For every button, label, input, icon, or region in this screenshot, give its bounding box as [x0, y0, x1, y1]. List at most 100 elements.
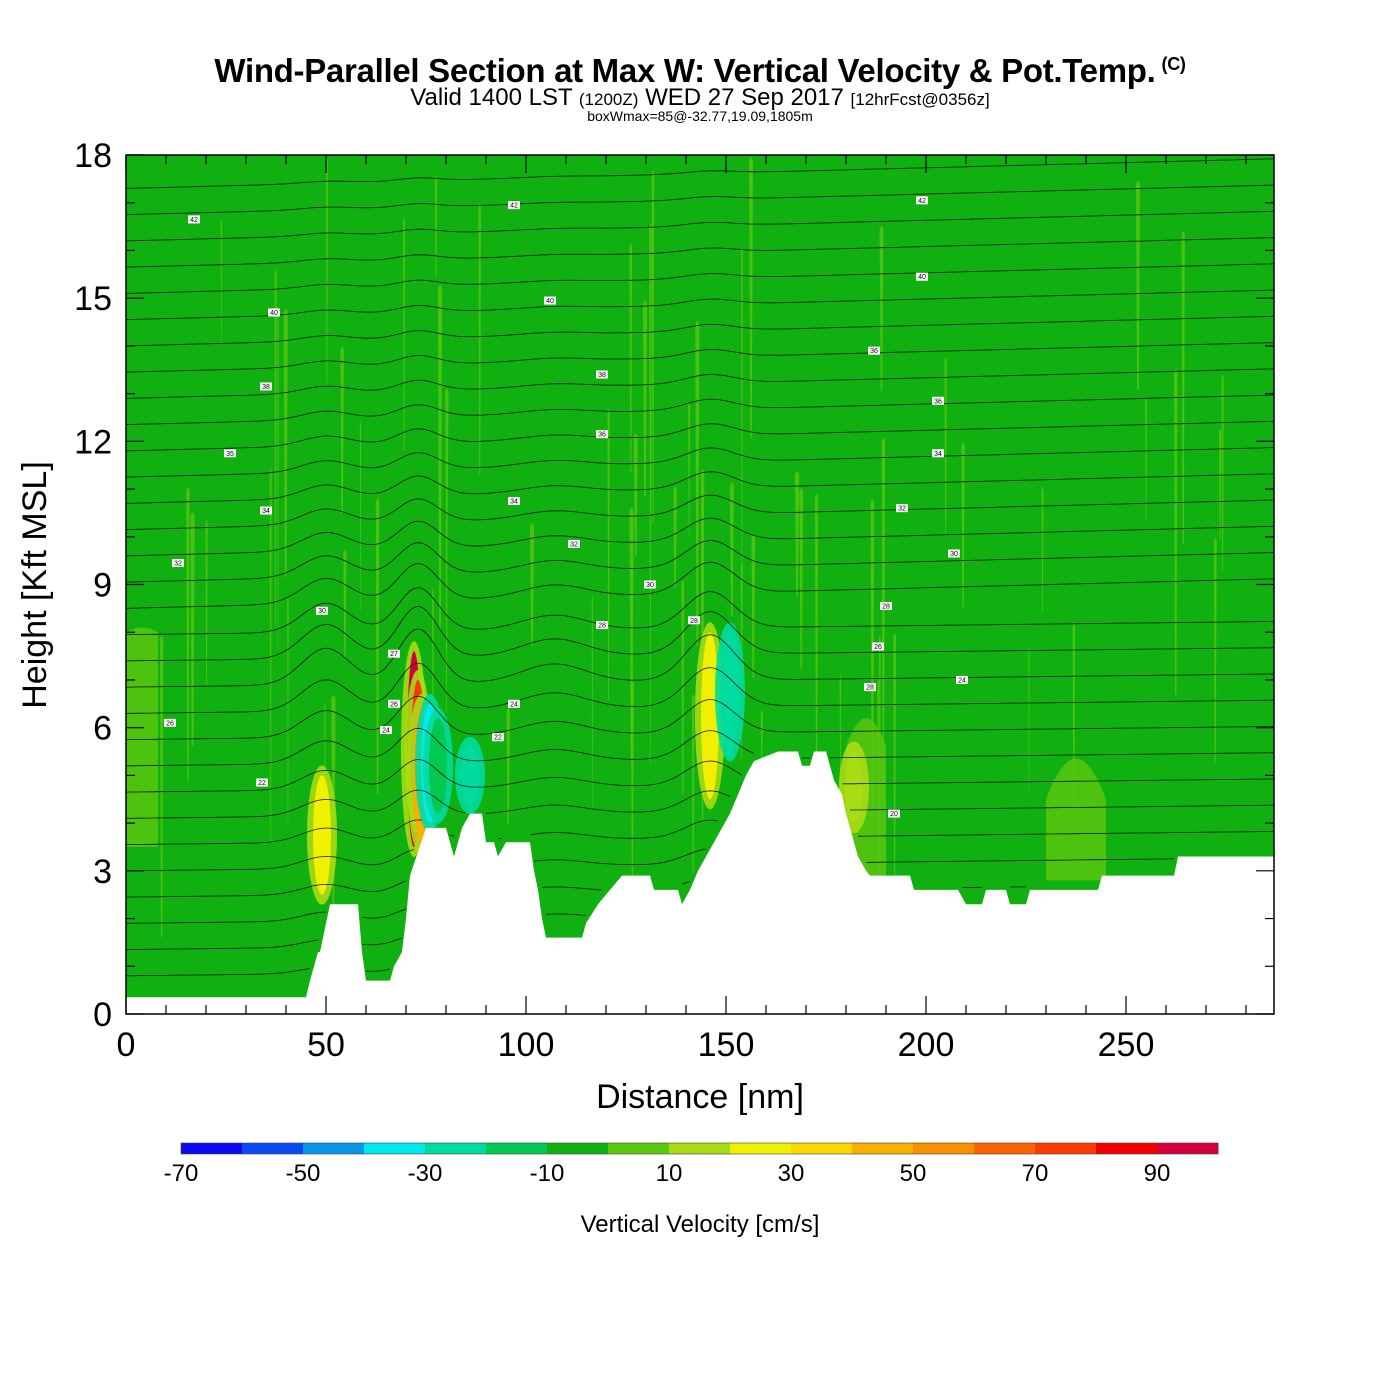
weak-updraft-streak: [839, 674, 842, 792]
weak-updraft-streak: [1145, 398, 1148, 522]
weak-updraft-streak: [749, 156, 753, 439]
isentrope-line: [126, 540, 1274, 583]
weak-updraft-streak: [944, 357, 947, 534]
isentrope-label-bg: [956, 675, 968, 684]
y-tick-label: 6: [93, 710, 112, 748]
isentrope-line: [126, 447, 1274, 478]
isentrope-line: [126, 727, 1274, 767]
valid-utc: (1200Z): [578, 90, 639, 109]
isentrope-line: [126, 517, 1274, 557]
colorbar-segment: [730, 1143, 792, 1154]
x-tick-label: 200: [898, 1026, 955, 1064]
isentrope-label-bg: [316, 606, 328, 615]
isentrope-label: 40: [270, 310, 278, 317]
weak-updraft-streak: [681, 580, 685, 795]
isentrope-label: 38: [262, 384, 270, 391]
isentrope-label-bg: [224, 449, 236, 458]
isentrope-label: 30: [950, 551, 958, 558]
isentrope-label: 42: [190, 217, 198, 224]
isentrope-line: [126, 394, 1274, 425]
velocity-cell: [429, 718, 447, 814]
axis-ticks: [125, 154, 1274, 1015]
isentrope-labels: 42 42 42 40 40 40 38 38 36 36 35 36 34 34 34 32 32 32 30 30…: [164, 196, 968, 818]
velocity-cell: [313, 775, 331, 895]
colorbar-segment: [303, 1143, 365, 1154]
isentrope-label: 24: [958, 677, 966, 684]
velocity-cell: [701, 632, 719, 800]
isentrope-label: 34: [262, 508, 270, 515]
isentrope-label-bg: [864, 683, 876, 692]
weak-updraft-streak: [343, 549, 347, 658]
weak-updraft-streak: [220, 219, 223, 343]
isentrope-label-bg: [872, 642, 884, 651]
isentrope-line: [126, 908, 587, 924]
colorbar-tick-labels: -70 -50 -30 -10 10 30 50 70 90: [164, 1160, 1171, 1187]
isentrope-label: 26: [874, 644, 882, 651]
plot-area: 42 42 42 40 40 40 38 38 36 36 35 36 34 34 34 32 32 32 30 30…: [126, 155, 1274, 1014]
weak-updraft-streak: [274, 269, 277, 626]
isentrope-label: 35: [226, 451, 234, 458]
isentrope-line: [126, 605, 1274, 662]
isentrope-line: [126, 420, 1274, 452]
isentrope-line: [126, 494, 1274, 530]
isentrope-line: [126, 587, 1274, 635]
weak-updraft-streak: [283, 309, 288, 577]
isentrope-label: 20: [890, 811, 898, 818]
colorbar: [180, 1142, 1219, 1155]
weak-updraft-streak: [434, 175, 438, 278]
colorbar-segment: [547, 1143, 609, 1154]
isentrope-line: [126, 210, 1274, 242]
weak-updraft-streak: [359, 421, 362, 612]
y-axis-label: Height [Kft MSL]: [16, 461, 54, 709]
weak-updraft-streak: [651, 169, 655, 523]
isentrope-label-bg: [888, 809, 900, 818]
velocity-cell: [845, 751, 863, 824]
isentrope-label-bg: [596, 370, 608, 379]
weak-updraft-streak: [340, 347, 344, 514]
isentrope-label: 26: [166, 720, 174, 727]
weak-updraft-streak: [375, 498, 380, 795]
isentrope-label-bg: [644, 580, 656, 589]
y-tick-label: 3: [93, 853, 112, 891]
colorbar-tick-label: -10: [530, 1160, 565, 1187]
isentrope-label: 38: [598, 372, 606, 379]
box-wmax-line: boxWmax=85@-32.77,19.09,1805m: [0, 108, 1400, 124]
weak-updraft-streak: [1181, 230, 1185, 545]
weak-updraft-streak: [403, 217, 406, 452]
weak-updraft-streak: [751, 534, 756, 678]
isentrope-label-bg: [388, 649, 400, 658]
x-tick-label: 150: [698, 1026, 755, 1064]
weak-updraft-streak: [629, 243, 633, 473]
weak-updraft-streak: [591, 595, 594, 807]
valid-prefix: Valid 1400 LST: [410, 84, 573, 111]
colorbar-tick-label: -50: [286, 1160, 321, 1187]
colorbar-tick-label: -30: [408, 1160, 443, 1187]
isentrope-label-bg: [544, 296, 556, 305]
isentrope-line: [126, 628, 1274, 688]
isentrope-label: 36: [598, 432, 606, 439]
isentrope-label-bg: [688, 616, 700, 625]
x-tick-labels: 0 50 100 150 200 250: [117, 1026, 1155, 1064]
weak-updraft-streak: [478, 203, 481, 475]
weak-updraft-streak: [1041, 487, 1044, 612]
isentrope-label-bg: [172, 559, 184, 568]
isentrope-line: [126, 237, 1274, 268]
isentrope-line: [126, 789, 1274, 819]
isentrope-line: [126, 662, 1274, 714]
colorbar-segment: [791, 1143, 853, 1154]
isentropes: [126, 158, 1274, 977]
weak-updraft-streak: [445, 388, 449, 526]
isentrope-label: 34: [934, 451, 942, 458]
isentrope-label: 30: [318, 608, 326, 615]
isentrope-label-bg: [508, 496, 520, 505]
colorbar-tick-label: 50: [900, 1160, 927, 1187]
isentrope-line: [126, 880, 1026, 898]
weak-updraft-streak: [642, 300, 648, 497]
isentrope-label: 42: [510, 203, 518, 210]
velocity-cells: [307, 622, 869, 905]
colorbar-tick-label: 90: [1144, 1160, 1171, 1187]
x-tick-label: 100: [498, 1026, 555, 1064]
isentrope-line: [126, 937, 403, 950]
weak-updraft-streak: [881, 437, 886, 797]
